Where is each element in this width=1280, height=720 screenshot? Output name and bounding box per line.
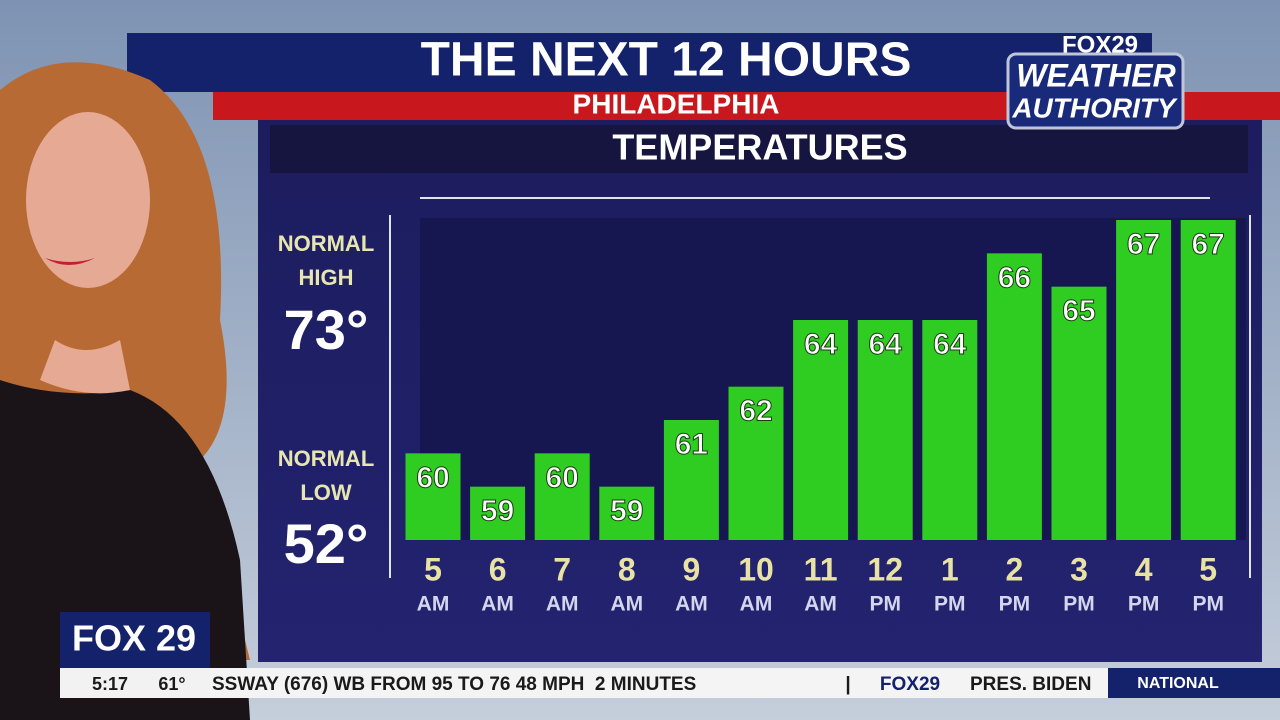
value-label: 67: [1127, 228, 1160, 261]
bar: [1180, 220, 1236, 540]
bar: [599, 486, 655, 540]
bar: [1116, 220, 1172, 540]
value-label: 60: [416, 461, 449, 494]
bar: [986, 253, 1042, 541]
section-box: [1108, 668, 1280, 698]
x-tick-period: PM: [1192, 593, 1224, 616]
logo-box: [1006, 52, 1185, 130]
x-tick-period: PM: [934, 593, 966, 616]
temperature: 61°: [158, 674, 185, 694]
bar: [793, 320, 849, 540]
time: 5:17: [92, 674, 128, 694]
footer-logo-box: [60, 612, 210, 668]
value-label: 60: [546, 461, 579, 494]
x-tick-label: 5: [424, 551, 442, 587]
x-tick-period: PM: [1128, 593, 1160, 616]
value-label: 62: [739, 395, 772, 428]
normal-high: 73°: [284, 298, 369, 361]
title: THE NEXT 12 HOURS: [421, 34, 912, 87]
value-label: 65: [1062, 295, 1095, 328]
x-tick-period: AM: [675, 593, 708, 616]
value-label: 64: [933, 328, 967, 361]
ticker-bar: [210, 668, 1280, 698]
value-label: 59: [481, 495, 514, 528]
section-label: NATIONAL: [1137, 675, 1219, 692]
x-tick-label: 2: [1006, 551, 1024, 587]
value-label: 66: [998, 261, 1031, 294]
normal-high-label: NORMAL: [278, 231, 375, 256]
x-tick-label: 8: [618, 551, 636, 587]
ticker-logo: FOX29: [880, 674, 940, 695]
x-tick-period: PM: [999, 593, 1031, 616]
x-tick-period: PM: [1063, 593, 1095, 616]
ticker-next: PRES. BIDEN: [970, 674, 1091, 695]
bar: [922, 320, 978, 540]
x-tick-period: AM: [804, 593, 837, 616]
x-tick-period: PM: [869, 593, 901, 616]
clock-box: [60, 668, 210, 698]
normal-low: 52°: [284, 512, 369, 575]
x-tick-label: 10: [738, 551, 774, 587]
x-tick-label: 1: [941, 551, 959, 587]
value-label: 59: [610, 495, 643, 528]
x-tick-period: AM: [546, 593, 579, 616]
x-tick-label: 4: [1135, 551, 1153, 587]
value-label: 64: [804, 328, 838, 361]
normal-low-label: NORMAL: [278, 446, 375, 471]
x-tick-label: 11: [804, 551, 838, 587]
bar: [663, 420, 719, 540]
bar: [728, 386, 784, 540]
x-tick-period: AM: [417, 593, 450, 616]
ticker-separator: |: [845, 674, 850, 695]
logo-bottom: AUTHORITY: [1011, 92, 1178, 123]
ticker-text: SSWAY (676) WB FROM 95 TO 76 48 MPH 2 MI…: [212, 674, 696, 695]
value-label: 64: [869, 328, 903, 361]
bar: [1051, 286, 1107, 540]
x-tick-label: 5: [1199, 551, 1217, 587]
x-tick-label: 3: [1070, 551, 1088, 587]
x-tick-label: 7: [553, 551, 571, 587]
value-label: 67: [1192, 228, 1225, 261]
normal-low-label: LOW: [300, 480, 352, 505]
x-tick-label: 6: [489, 551, 507, 587]
bar: [857, 320, 913, 540]
x-tick-label: 9: [683, 551, 701, 587]
location: PHILADELPHIA: [573, 88, 780, 119]
logo-middle: WEATHER: [1016, 57, 1175, 93]
x-tick-period: AM: [610, 593, 643, 616]
title-bar: [127, 33, 1152, 92]
bar: [405, 453, 461, 540]
logo-top: FOX29: [1062, 31, 1138, 58]
x-tick-period: AM: [740, 593, 773, 616]
normal-high-label: HIGH: [299, 265, 354, 290]
value-label: 61: [675, 428, 708, 461]
bar: [534, 453, 590, 540]
subheader-bar: [270, 125, 1248, 173]
footer-logo: FOX 29: [72, 618, 196, 659]
bar: [470, 486, 526, 540]
x-tick-label: 12: [867, 551, 903, 587]
x-tick-period: AM: [481, 593, 514, 616]
chart-title: TEMPERATURES: [612, 127, 907, 168]
